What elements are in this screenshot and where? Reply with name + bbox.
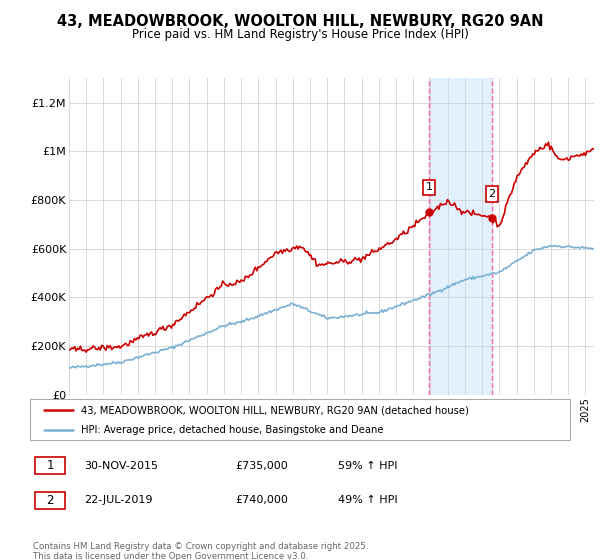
FancyBboxPatch shape (30, 399, 570, 440)
Text: 49% ↑ HPI: 49% ↑ HPI (338, 496, 397, 505)
Text: 2: 2 (47, 494, 54, 507)
Text: 43, MEADOWBROOK, WOOLTON HILL, NEWBURY, RG20 9AN (detached house): 43, MEADOWBROOK, WOOLTON HILL, NEWBURY, … (82, 405, 469, 415)
Text: £735,000: £735,000 (235, 461, 288, 471)
Text: 30-NOV-2015: 30-NOV-2015 (84, 461, 158, 471)
Text: 1: 1 (47, 459, 54, 472)
FancyBboxPatch shape (35, 492, 65, 509)
Text: 22-JUL-2019: 22-JUL-2019 (84, 496, 152, 505)
Text: Contains HM Land Registry data © Crown copyright and database right 2025.
This d: Contains HM Land Registry data © Crown c… (33, 542, 368, 560)
Text: HPI: Average price, detached house, Basingstoke and Deane: HPI: Average price, detached house, Basi… (82, 424, 384, 435)
FancyBboxPatch shape (35, 457, 65, 474)
Bar (429, 78, 492, 395)
Text: 59% ↑ HPI: 59% ↑ HPI (338, 461, 397, 471)
Text: 43, MEADOWBROOK, WOOLTON HILL, NEWBURY, RG20 9AN: 43, MEADOWBROOK, WOOLTON HILL, NEWBURY, … (57, 14, 543, 29)
Text: Price paid vs. HM Land Registry's House Price Index (HPI): Price paid vs. HM Land Registry's House … (131, 28, 469, 41)
Text: 2: 2 (488, 189, 496, 199)
Text: 1: 1 (425, 183, 433, 193)
Text: £740,000: £740,000 (235, 496, 288, 505)
